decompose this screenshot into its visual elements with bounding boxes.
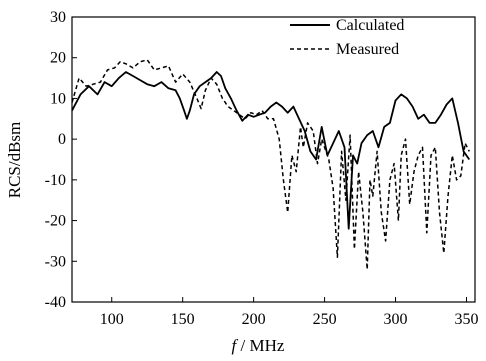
y-axis-title: RCS/dBsm bbox=[5, 122, 24, 199]
series-line-calculated bbox=[71, 71, 471, 230]
y-tick-label: 0 bbox=[58, 131, 66, 148]
x-tick-label: 150 bbox=[171, 311, 195, 328]
legend-label-measured: Measured bbox=[336, 41, 399, 58]
x-tick-label: 200 bbox=[242, 311, 266, 328]
legend-label-calculated: Calculated bbox=[336, 17, 404, 34]
plot-frame bbox=[71, 16, 476, 303]
x-tick-label: 100 bbox=[100, 311, 124, 328]
x-tick-label: 300 bbox=[384, 311, 408, 328]
x-axis-title-unit: / MHz bbox=[236, 336, 285, 355]
series-line-measured bbox=[71, 59, 470, 271]
y-tick-label: -40 bbox=[45, 294, 66, 311]
x-axis-title: f / MHz bbox=[232, 336, 285, 355]
y-tick-label: 20 bbox=[50, 50, 66, 67]
legend: Calculated Measured bbox=[290, 17, 404, 58]
y-tick-label: 10 bbox=[50, 90, 66, 107]
x-tick-label: 250 bbox=[313, 311, 337, 328]
series-layer bbox=[71, 59, 471, 271]
y-tick-label: -30 bbox=[45, 253, 66, 270]
x-tick-label: 350 bbox=[454, 311, 478, 328]
x-axis-title-symbol: f bbox=[232, 336, 239, 355]
y-tick-label: -10 bbox=[45, 172, 66, 189]
y-tick-label: 30 bbox=[50, 9, 66, 26]
y-tick-label: -20 bbox=[45, 213, 66, 230]
